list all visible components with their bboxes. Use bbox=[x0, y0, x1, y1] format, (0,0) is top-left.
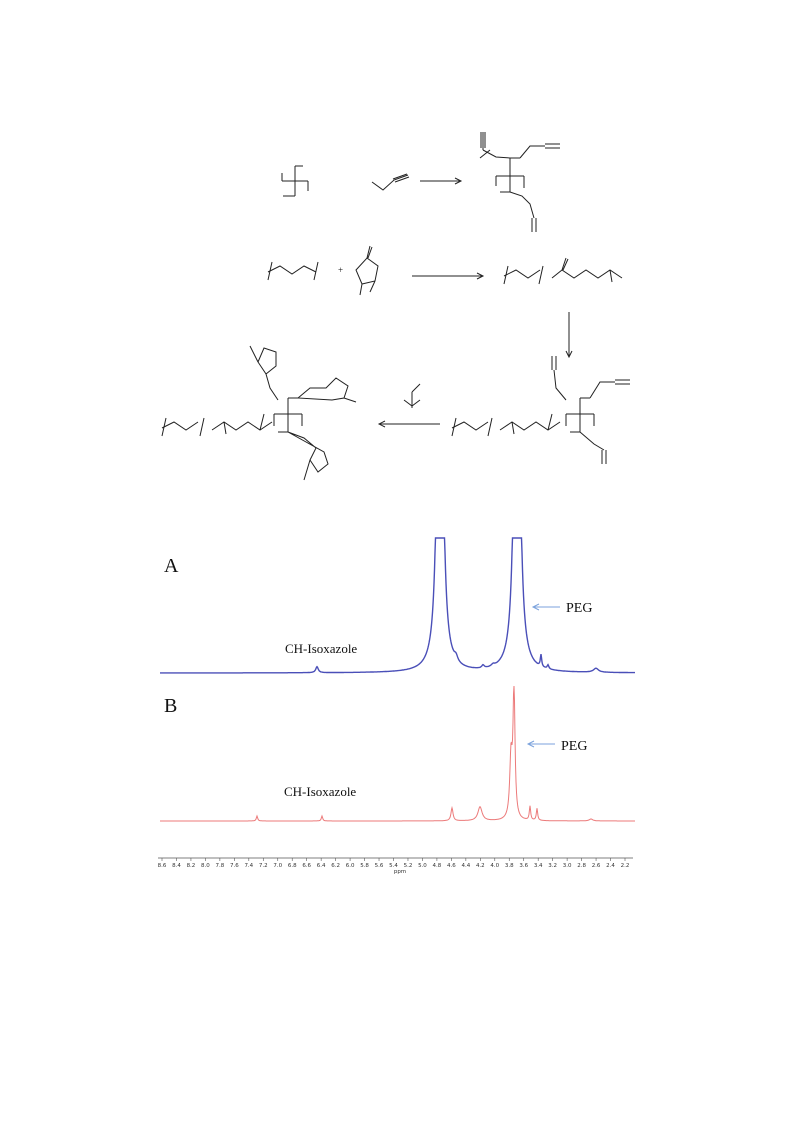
tick-label: 2.8 bbox=[577, 863, 586, 869]
tick-label: 7.0 bbox=[273, 863, 282, 869]
tick-label: 7.2 bbox=[259, 863, 268, 869]
arrow bbox=[565, 312, 573, 359]
tick-label: 7.6 bbox=[230, 863, 239, 869]
tick-label: 4.4 bbox=[461, 863, 470, 869]
tick-label: 8.0 bbox=[201, 863, 210, 869]
plus: + bbox=[338, 265, 343, 275]
arrow bbox=[531, 603, 560, 611]
tick-label: 8.2 bbox=[187, 863, 196, 869]
molecule bbox=[451, 356, 630, 464]
tick-label: 4.6 bbox=[447, 863, 456, 869]
tick-label: 3.2 bbox=[548, 863, 557, 869]
tick-label: 5.4 bbox=[389, 863, 398, 869]
axis-title: ppm bbox=[394, 869, 406, 875]
peak-label: PEG bbox=[561, 739, 587, 754]
arrow bbox=[526, 740, 555, 748]
molecule bbox=[281, 165, 309, 197]
peak-label: CH-Isoxazole bbox=[285, 641, 357, 656]
nmr-spectra: A PEG CH-Isoxazole B PEG CH-Isoxazole 8.… bbox=[158, 537, 635, 875]
tick-label: 3.0 bbox=[563, 863, 572, 869]
panel-label: A bbox=[164, 555, 179, 577]
tick-label: 4.2 bbox=[476, 863, 485, 869]
molecule bbox=[503, 257, 623, 285]
peak-label: CH-Isoxazole bbox=[284, 784, 356, 799]
axis-ticks: 8.6 8.4 8.2 8.0 7.8 7.6 7.4 7.2 7.0 6.8 6.6 6.4 6.2 6… bbox=[158, 858, 630, 869]
tick-label: 2.4 bbox=[606, 863, 615, 869]
molecule bbox=[371, 173, 410, 191]
tick-label: 5.6 bbox=[375, 863, 384, 869]
spectrum-trace bbox=[160, 537, 635, 674]
arrow bbox=[412, 272, 485, 280]
tick-label: 4.0 bbox=[490, 863, 499, 869]
tick-label: 6.4 bbox=[317, 863, 326, 869]
tick-label: 4.8 bbox=[433, 863, 442, 869]
tick-label: 8.4 bbox=[172, 863, 181, 869]
tick-label: 3.4 bbox=[534, 863, 543, 869]
tick-label: 6.0 bbox=[346, 863, 355, 869]
molecule bbox=[479, 132, 560, 232]
panel-label: B bbox=[164, 695, 177, 717]
tick-label: 7.4 bbox=[244, 863, 253, 869]
tick-label: 3.8 bbox=[505, 863, 514, 869]
molecule bbox=[267, 261, 319, 281]
reaction-scheme: + bbox=[161, 132, 630, 481]
tick-label: 8.6 bbox=[158, 863, 167, 869]
molecule bbox=[355, 245, 379, 296]
spectrum-trace bbox=[160, 685, 635, 822]
tick-label: 3.6 bbox=[519, 863, 528, 869]
tick-label: 6.6 bbox=[302, 863, 311, 869]
tick-label: 5.0 bbox=[418, 863, 427, 869]
tick-label: 2.2 bbox=[621, 863, 630, 869]
arrow bbox=[420, 177, 463, 185]
tick-label: 5.8 bbox=[360, 863, 369, 869]
arrow bbox=[377, 420, 440, 428]
tick-label: 7.8 bbox=[216, 863, 225, 869]
tick-label: 6.8 bbox=[288, 863, 297, 869]
peak-label: PEG bbox=[566, 601, 592, 616]
tick-label: 5.2 bbox=[404, 863, 413, 869]
molecule bbox=[161, 345, 357, 481]
tick-label: 2.6 bbox=[592, 863, 601, 869]
tick-label: 6.2 bbox=[331, 863, 340, 869]
molecule bbox=[403, 383, 421, 408]
